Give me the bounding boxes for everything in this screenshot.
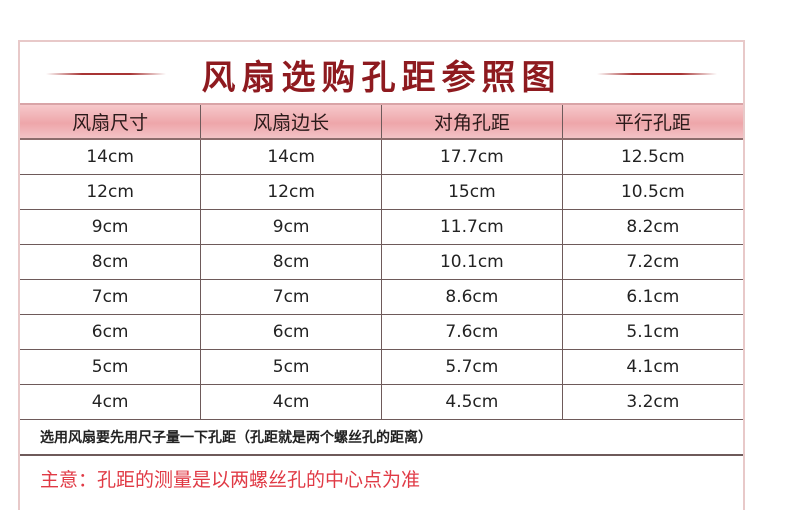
table-cell: 8cm (200, 244, 382, 280)
table-cell: 4cm (200, 384, 382, 420)
table-row: 6cm 6cm 7.6cm 5.1cm (20, 314, 743, 350)
table-row: 4cm 4cm 4.5cm 3.2cm (20, 384, 743, 420)
table-cell: 17.7cm (381, 139, 563, 175)
table-cell: 12cm (20, 174, 202, 210)
table-cell: 3.2cm (561, 384, 743, 420)
header-diagonal-spacing: 对角孔距 (381, 103, 563, 140)
table-cell: 7cm (20, 279, 202, 315)
measurement-note: 选用风扇要先用尺子量一下孔距（孔距就是两个螺丝孔的距离） (20, 420, 743, 456)
table-row: 7cm 7cm 8.6cm 6.1cm (20, 279, 743, 315)
table-cell: 6cm (200, 314, 382, 350)
table-row: 9cm 9cm 11.7cm 8.2cm (20, 209, 743, 245)
table-cell: 4cm (20, 384, 202, 420)
header-side-length: 风扇边长 (200, 103, 382, 140)
hole-spacing-table: 风扇尺寸 风扇边长 对角孔距 平行孔距 14cm 14cm 17.7cm 12.5cm… (20, 103, 743, 420)
title-decor-line-left (46, 73, 166, 75)
table-cell: 9cm (20, 209, 202, 245)
title-row: 风扇选购孔距参照图 (20, 42, 743, 103)
table-cell: 8.2cm (561, 209, 743, 245)
table-cell: 7.2cm (561, 244, 743, 280)
table-cell: 10.5cm (561, 174, 743, 210)
table-cell: 5cm (20, 349, 202, 385)
table-cell: 5cm (200, 349, 382, 385)
page-title: 风扇选购孔距参照图 (201, 58, 562, 98)
table-cell: 14cm (200, 139, 382, 175)
table-cell: 4.1cm (561, 349, 743, 385)
reference-chart: 风扇选购孔距参照图 风扇尺寸 风扇边长 对角孔距 平行孔距 14cm 14cm 17… (18, 40, 745, 510)
header-row: 风扇尺寸 风扇边长 对角孔距 平行孔距 (20, 103, 743, 140)
table-cell: 12cm (200, 174, 382, 210)
table-cell: 8cm (20, 244, 202, 280)
table-cell: 11.7cm (381, 209, 563, 245)
table-cell: 7cm (200, 279, 382, 315)
title-decor-line-right (597, 73, 717, 75)
table-cell: 6.1cm (561, 279, 743, 315)
table-row: 5cm 5cm 5.7cm 4.1cm (20, 349, 743, 385)
table-cell: 8.6cm (381, 279, 563, 315)
table-row: 12cm 12cm 15cm 10.5cm (20, 174, 743, 210)
warning-note: 主意：孔距的测量是以两螺丝孔的中心点为准 (40, 468, 421, 491)
table-row: 8cm 8cm 10.1cm 7.2cm (20, 244, 743, 280)
table-cell: 7.6cm (381, 314, 563, 350)
header-parallel-spacing: 平行孔距 (561, 103, 743, 140)
table-cell: 10.1cm (381, 244, 563, 280)
header-fan-size: 风扇尺寸 (20, 103, 202, 140)
table-cell: 12.5cm (561, 139, 743, 175)
table-cell: 6cm (20, 314, 202, 350)
table-cell: 15cm (381, 174, 563, 210)
table-cell: 9cm (200, 209, 382, 245)
table-cell: 14cm (20, 139, 202, 175)
table-cell: 5.7cm (381, 349, 563, 385)
table-cell: 4.5cm (381, 384, 563, 420)
table-row: 14cm 14cm 17.7cm 12.5cm (20, 139, 743, 175)
table-cell: 5.1cm (561, 314, 743, 350)
